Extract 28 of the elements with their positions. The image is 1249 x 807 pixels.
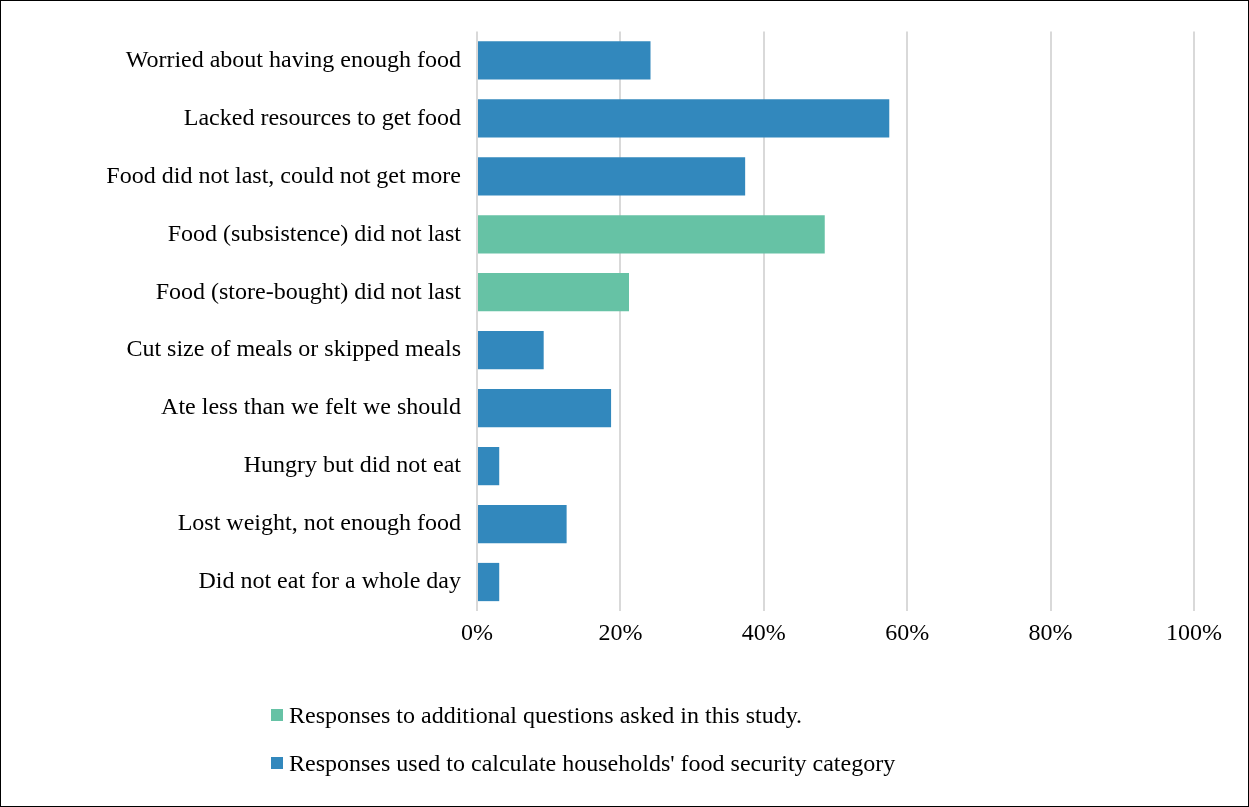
y-tick-label: Worried about having enough food (125, 45, 461, 72)
y-tick-label: Food (subsistence) did not last (167, 219, 462, 246)
legend-label: Responses used to calculate households' food security category (289, 749, 896, 777)
y-tick-label: Food did not last, could not get more (106, 161, 461, 188)
bar (478, 273, 629, 312)
bar (478, 446, 500, 486)
y-tick-label: Cut size of meals or skipped meals (126, 335, 461, 362)
x-tick-label: 0% (461, 618, 493, 645)
x-tick-label: 80% (1028, 618, 1073, 645)
y-tick-label: Lacked resources to get food (183, 103, 461, 130)
y-tick-label: Food (store-bought) did not last (155, 277, 462, 304)
x-tick-label: 100% (1166, 618, 1222, 645)
bar (478, 562, 500, 602)
bar (478, 504, 567, 544)
bar (478, 41, 651, 80)
bar (478, 389, 612, 428)
y-tick-label: Lost weight, not enough food (177, 509, 461, 536)
bar (478, 215, 825, 254)
bar (478, 99, 890, 138)
x-tick-label: 60% (885, 618, 930, 645)
x-tick-label: 40% (741, 618, 786, 645)
bar (478, 157, 746, 196)
legend-label: Responses to additional questions asked in this study. (289, 701, 803, 729)
bar (478, 331, 544, 370)
y-tick-label: Did not eat for a whole day (198, 567, 461, 594)
y-tick-label: Ate less than we felt we should (161, 393, 461, 420)
y-tick-label: Hungry but did not eat (243, 451, 462, 478)
x-tick-label: 20% (598, 618, 643, 645)
